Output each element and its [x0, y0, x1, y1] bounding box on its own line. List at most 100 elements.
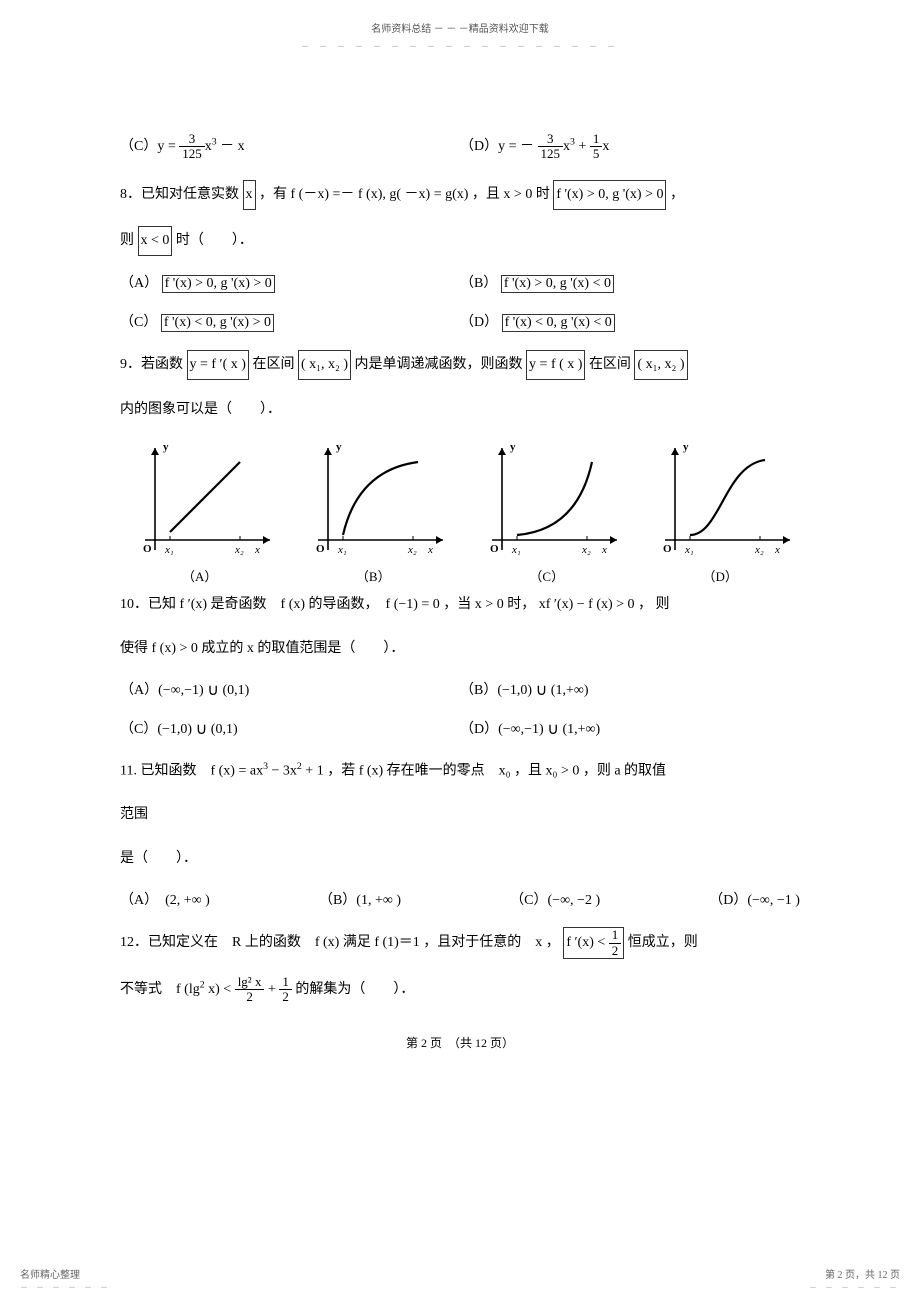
svg-text:y: y	[510, 441, 516, 453]
text: − 3x	[268, 763, 297, 778]
q9-line2: 内的图象可以是（ ）．	[120, 396, 800, 424]
q11-line3: 是（ ）．	[120, 845, 800, 873]
text: （C）(−1,0)	[120, 722, 192, 737]
union-icon: ∪	[207, 682, 219, 699]
denominator: 2	[279, 990, 292, 1004]
graph-d-svg: O y x₁ x₂ x	[645, 440, 795, 560]
text: x	[563, 139, 570, 154]
label: （C）	[120, 315, 157, 330]
text: 恒成立，则	[628, 935, 698, 950]
fraction: lg² x 2	[235, 975, 265, 1005]
footer-right-dots: － － － － － －	[809, 1282, 900, 1293]
q11-option-c: （C）(−∞, −2 )	[510, 889, 600, 909]
numerator: 1	[590, 132, 603, 147]
fraction: 1 2	[279, 975, 292, 1005]
denominator: 125	[538, 147, 564, 161]
text: (1,+∞)	[562, 722, 600, 737]
denominator: 125	[179, 147, 205, 161]
text: f ′(x) <	[566, 935, 608, 950]
svg-text:O: O	[490, 543, 499, 555]
boxed-expr: f '(x) > 0, g '(x) > 0	[162, 275, 275, 293]
text: （B）(−1,0)	[460, 683, 532, 698]
svg-text:x: x	[601, 544, 607, 556]
text: 11. 已知函数 f (x) = ax	[120, 763, 263, 778]
text: ，有 f (－x) =－ f (x), g( －x) = g(x)	[259, 187, 468, 202]
text: （D）(−∞,−1)	[460, 722, 544, 737]
q7-option-c: （C）y = 3 125 x3 － x	[120, 132, 460, 162]
text: x	[205, 139, 212, 154]
numerator: 1	[279, 975, 292, 990]
q10-stem: 10．已知 f ′(x) 是奇函数 f (x) 的导函数， f (−1) = 0…	[120, 591, 800, 619]
text: 在区间	[252, 357, 294, 372]
footer-left: 名师精心整理	[20, 1266, 80, 1281]
union-icon: ∪	[536, 682, 548, 699]
denominator: 5	[590, 147, 603, 161]
text: （A）(−∞,−1)	[120, 683, 204, 698]
label: （C）	[467, 566, 627, 585]
q12-line2: 不等式 f (lg2 x) < lg² x 2 + 1 2 的解集为（ ）．	[120, 975, 800, 1005]
graph-b-svg: O y x₁ x₂ x	[298, 440, 448, 560]
label: （D）	[460, 315, 498, 330]
graph-c-svg: O y x₁ x₂ x	[472, 440, 622, 560]
page-number: 第 2 页 （共 12 页）	[120, 1034, 800, 1051]
q12-stem: 12．已知定义在 R 上的函数 f (x) 满足 f (1)＝1 ，且对于任意的…	[120, 927, 800, 959]
svg-text:x₁: x₁	[164, 544, 174, 556]
label: （B）	[460, 276, 497, 291]
q11-option-b: （B）(1, +∞ )	[319, 889, 401, 909]
svg-text:x₁: x₁	[684, 544, 694, 556]
q9-stem: 9．若函数 y = f ′( x ) 在区间 ( x₁, x₂ ) 内是单调递减…	[120, 350, 800, 380]
denominator: 2	[609, 944, 622, 958]
q8-options-cd: （C） f '(x) < 0, g '(x) > 0 （D） f '(x) < …	[120, 311, 800, 332]
q8-option-b: （B） f '(x) > 0, g '(x) < 0	[460, 272, 800, 293]
boxed-expr: ( x₁, x₂ )	[634, 350, 687, 380]
fraction: 1 5	[590, 132, 603, 162]
svg-text:O: O	[143, 543, 152, 555]
q11-stem: 11. 已知函数 f (x) = ax3 − 3x2 + 1 ，若 f (x) …	[120, 757, 800, 786]
q8-option-d: （D） f '(x) < 0, g '(x) < 0	[460, 311, 800, 332]
svg-text:O: O	[316, 543, 325, 555]
text: 在区间	[589, 357, 631, 372]
page-header: 名师资料总结 － － －精品资料欢迎下载	[120, 20, 800, 35]
svg-text:y: y	[336, 441, 342, 453]
graph-a-svg: O y x₁ x₂ x	[125, 440, 275, 560]
text: ，	[670, 187, 684, 202]
q8-option-a: （A） f '(x) > 0, g '(x) > 0	[120, 272, 460, 293]
q11-option-d: （D）(−∞, −1 )	[709, 889, 800, 909]
text: + 1 ，若 f (x) 存在唯一的零点 x₀ ，且 x₀ > 0 ，则 a 的…	[302, 763, 666, 778]
q10-options-cd: （C）(−1,0) ∪ (0,1) （D）(−∞,−1) ∪ (1,+∞)	[120, 718, 800, 739]
text: (1,+∞)	[551, 683, 589, 698]
boxed-expr: f ′(x) < 1 2	[563, 927, 624, 959]
q11-option-a: （A） (2, +∞ )	[120, 889, 210, 909]
boxed-expr: f '(x) < 0, g '(x) > 0	[161, 314, 274, 332]
label: （A）	[120, 566, 280, 585]
svg-text:x₂: x₂	[754, 544, 764, 556]
q9-graph-b: O y x₁ x₂ x （B）	[294, 440, 454, 585]
svg-text:x: x	[427, 544, 433, 556]
text: x) <	[205, 982, 235, 997]
q11-line2: 范围	[120, 801, 800, 829]
fraction: 1 2	[609, 928, 622, 958]
q7-options: （C）y = 3 125 x3 － x （D）y = － 3 125 x3 + …	[120, 132, 800, 162]
q10-option-a: （A）(−∞,−1) ∪ (0,1)	[120, 679, 460, 700]
union-icon: ∪	[547, 721, 559, 738]
text: (0,1)	[222, 683, 249, 698]
boxed-expr: x	[243, 180, 256, 210]
label: （B）	[294, 566, 454, 585]
text: 的解集为（ ）．	[292, 982, 415, 997]
text: － x	[217, 139, 245, 154]
text: 不等式 f (lg	[120, 982, 200, 997]
q10-option-c: （C）(−1,0) ∪ (0,1)	[120, 718, 460, 739]
svg-text:x₂: x₂	[234, 544, 244, 556]
boxed-expr: x < 0	[138, 226, 173, 256]
denominator: 2	[235, 990, 265, 1004]
footer-left-dots: － － － － － －	[20, 1282, 111, 1293]
q8-option-c: （C） f '(x) < 0, g '(x) > 0	[120, 311, 460, 332]
fraction: 3 125	[179, 132, 205, 162]
boxed-expr: f '(x) > 0, g '(x) > 0	[553, 180, 666, 210]
boxed-expr: y = f ′( x )	[187, 350, 249, 380]
svg-text:x: x	[254, 544, 260, 556]
label: （D）	[641, 566, 801, 585]
numerator: 1	[609, 928, 622, 943]
footer-right: 第 2 页，共 12 页	[825, 1266, 900, 1281]
numerator: 3	[179, 132, 205, 147]
